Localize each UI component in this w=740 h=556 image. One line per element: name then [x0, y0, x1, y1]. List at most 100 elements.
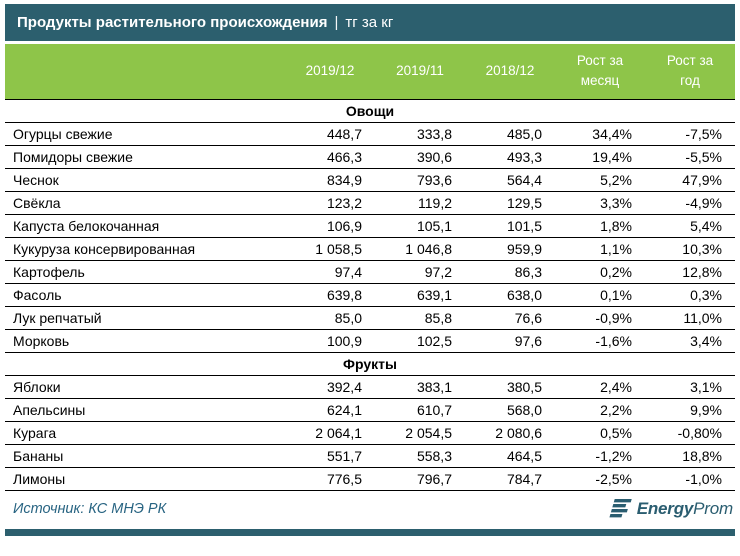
price-value: -1,2%: [555, 444, 645, 468]
table-row: Лук репчатый 85,0 85,8 76,6 -0,9% 11,0%: [5, 306, 735, 330]
table-row: Курага 2 064,1 2 054,5 2 080,6 0,5% -0,80%: [5, 421, 735, 445]
product-name: Яблоки: [5, 375, 285, 399]
price-value: 2,4%: [555, 375, 645, 399]
price-value: 959,9: [465, 237, 555, 261]
price-value: -1,6%: [555, 329, 645, 353]
product-name: Кукуруза консервированная: [5, 237, 285, 261]
product-name: Чеснок: [5, 168, 285, 192]
section-title: Овощи: [5, 98, 735, 123]
bottom-bar: [5, 528, 735, 536]
price-value: -7,5%: [645, 122, 735, 146]
price-value: 97,4: [285, 260, 375, 284]
price-value: 105,1: [375, 214, 465, 238]
price-value: 1 046,8: [375, 237, 465, 261]
price-value: 2,2%: [555, 398, 645, 422]
product-name: Капуста белокочанная: [5, 214, 285, 238]
price-value: 485,0: [465, 122, 555, 146]
source-note: Источник: КС МНЭ РК: [13, 500, 167, 517]
table-row: Яблоки 392,4 383,1 380,5 2,4% 3,1%: [5, 375, 735, 399]
price-value: 86,3: [465, 260, 555, 284]
product-name: Бананы: [5, 444, 285, 468]
price-value: 9,9%: [645, 398, 735, 422]
price-value: -2,5%: [555, 467, 645, 491]
product-name: Морковь: [5, 329, 285, 353]
table-row: Кукуруза консервированная 1 058,5 1 046,8 9…: [5, 237, 735, 261]
price-value: 390,6: [375, 145, 465, 169]
product-name: Апельсины: [5, 398, 285, 422]
product-name: Лимоны: [5, 467, 285, 491]
price-value: 392,4: [285, 375, 375, 399]
table-row: Фасоль 639,8 639,1 638,0 0,1% 0,3%: [5, 283, 735, 307]
price-value: 558,3: [375, 444, 465, 468]
price-value: 5,2%: [555, 168, 645, 192]
product-name: Свёкла: [5, 191, 285, 215]
product-name: Лук репчатый: [5, 306, 285, 330]
price-value: 464,5: [465, 444, 555, 468]
price-value: 0,2%: [555, 260, 645, 284]
price-value: 3,1%: [645, 375, 735, 399]
price-value: 0,5%: [555, 421, 645, 445]
price-value: 34,4%: [555, 122, 645, 146]
price-value: 106,9: [285, 214, 375, 238]
price-value: 0,1%: [555, 283, 645, 307]
product-name: Помидоры свежие: [5, 145, 285, 169]
column-header: 2018/12: [465, 44, 555, 99]
table-row: Картофель 97,4 97,2 86,3 0,2% 12,8%: [5, 260, 735, 284]
price-value: -0,9%: [555, 306, 645, 330]
energyprom-logo-icon: [609, 498, 632, 517]
price-value: 129,5: [465, 191, 555, 215]
price-value: -5,5%: [645, 145, 735, 169]
price-value: 97,6: [465, 329, 555, 353]
price-value: 834,9: [285, 168, 375, 192]
logo-text: EnergyProm: [637, 499, 733, 519]
price-value: 551,7: [285, 444, 375, 468]
price-value: 76,6: [465, 306, 555, 330]
product-name: Курага: [5, 421, 285, 445]
section-title: Фрукты: [5, 352, 735, 376]
price-value: 3,3%: [555, 191, 645, 215]
price-value: 3,4%: [645, 329, 735, 353]
table-row: Огурцы свежие 448,7 333,8 485,0 34,4% -7,5%: [5, 122, 735, 146]
column-header: 2019/12: [285, 44, 375, 99]
price-value: 19,4%: [555, 145, 645, 169]
table-header-row: 2019/12 2019/11 2018/12 Рост за месяц Рост з…: [5, 44, 735, 99]
price-value: 123,2: [285, 191, 375, 215]
price-value: 796,7: [375, 467, 465, 491]
price-value: 639,1: [375, 283, 465, 307]
section-header-row: Овощи: [5, 98, 735, 123]
price-value: 0,3%: [645, 283, 735, 307]
price-value: 793,6: [375, 168, 465, 192]
price-value: 12,8%: [645, 260, 735, 284]
table-header-empty: [5, 44, 285, 99]
product-name: Фасоль: [5, 283, 285, 307]
price-value: 776,5: [285, 467, 375, 491]
price-value: 5,4%: [645, 214, 735, 238]
table-row: Капуста белокочанная 106,9 105,1 101,5 1,8% 5…: [5, 214, 735, 238]
price-value: 119,2: [375, 191, 465, 215]
column-header: Рост за год: [645, 44, 735, 99]
table-body: Овощи Огурцы свежие 448,7 333,8 485,0 34,4% -7…: [5, 98, 735, 491]
price-value: 1,8%: [555, 214, 645, 238]
table-row: Свёкла 123,2 119,2 129,5 3,3% -4,9%: [5, 191, 735, 215]
price-value: 784,7: [465, 467, 555, 491]
price-value: 85,8: [375, 306, 465, 330]
product-name: Огурцы свежие: [5, 122, 285, 146]
title-bar: Продукты растительного происхождения | т…: [5, 4, 735, 41]
price-value: 97,2: [375, 260, 465, 284]
price-value: 47,9%: [645, 168, 735, 192]
price-value: 85,0: [285, 306, 375, 330]
logo-text-light: Prom: [693, 498, 733, 518]
price-value: 639,8: [285, 283, 375, 307]
price-value: 1 058,5: [285, 237, 375, 261]
section-header-row: Фрукты: [5, 352, 735, 376]
price-value: 10,3%: [645, 237, 735, 261]
price-value: 564,4: [465, 168, 555, 192]
price-value: 2 064,1: [285, 421, 375, 445]
table-row: Морковь 100,9 102,5 97,6 -1,6% 3,4%: [5, 329, 735, 353]
price-value: 1,1%: [555, 237, 645, 261]
price-value: -4,9%: [645, 191, 735, 215]
price-value: 466,3: [285, 145, 375, 169]
page-title: Продукты растительного происхождения: [17, 14, 328, 31]
title-separator: |: [334, 14, 339, 31]
